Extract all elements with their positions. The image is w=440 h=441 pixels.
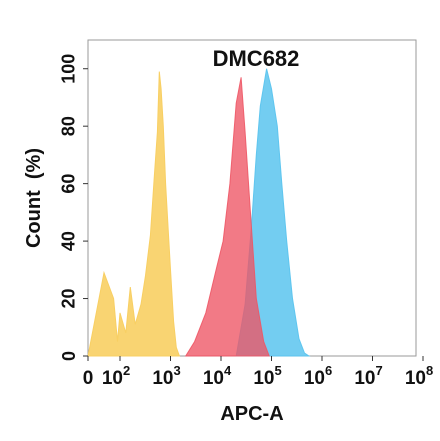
- chart-title: DMC682: [213, 46, 300, 71]
- y-tick-label: 40: [59, 231, 79, 251]
- x-axis-label: APC-A: [220, 403, 283, 425]
- x-tick-label: 0: [83, 368, 94, 389]
- x-tick-label: 103: [152, 363, 180, 389]
- x-tick-label: 104: [203, 363, 232, 389]
- histogram-series-3: [184, 77, 270, 357]
- y-tick-label: 0: [59, 351, 79, 361]
- y-tick-label: 80: [59, 116, 79, 136]
- y-axis-label: Count (%): [23, 148, 45, 248]
- histogram-series-1: [87, 71, 181, 357]
- y-tick-label: 20: [59, 289, 79, 309]
- x-tick-label: 107: [354, 363, 382, 389]
- x-tick-label: 108: [405, 363, 433, 389]
- x-tick-label: 102: [102, 363, 130, 389]
- x-tick-label: 106: [304, 363, 332, 389]
- y-tick-label: 100: [59, 54, 79, 84]
- x-tick-label: 105: [253, 363, 281, 389]
- y-tick-label: 60: [59, 174, 79, 194]
